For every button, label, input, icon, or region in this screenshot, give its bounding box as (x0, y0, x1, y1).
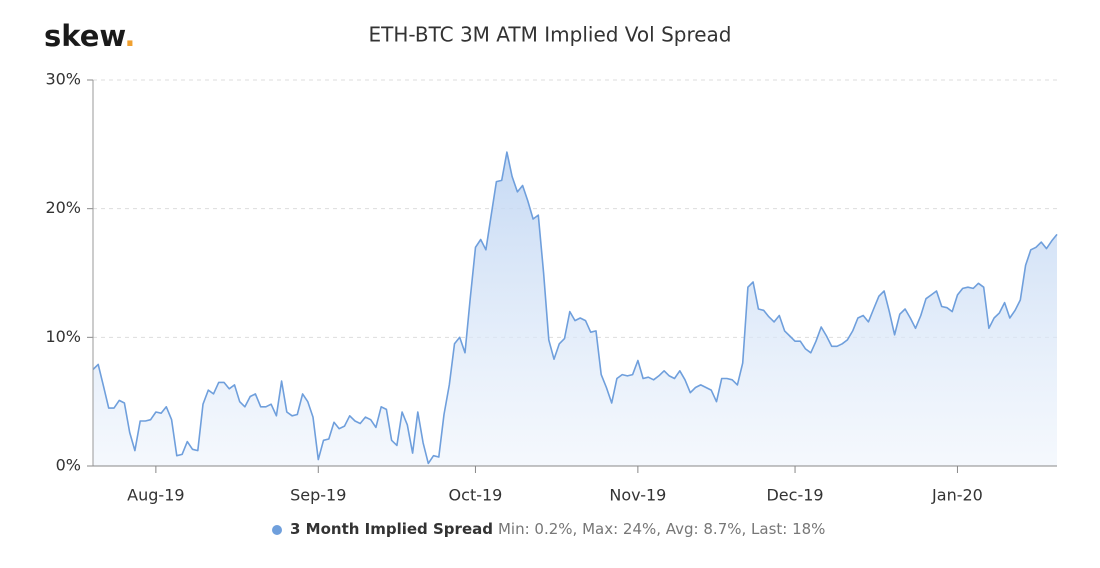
logo-dot: . (124, 19, 135, 53)
legend-label: 3 Month Implied Spread (290, 520, 493, 538)
legend-stats: Min: 0.2%, Max: 24%, Avg: 8.7%, Last: 18… (498, 520, 825, 538)
x-tick-label: Sep-19 (290, 486, 346, 505)
chart-title: ETH-BTC 3M ATM Implied Vol Spread (368, 23, 731, 47)
x-tick-label: Dec-19 (766, 486, 823, 505)
line (92, 151, 1058, 465)
y-tick-label: 30% (45, 70, 81, 89)
area (93, 152, 1057, 466)
logo-text: skew (44, 19, 125, 53)
y-tick-label: 20% (45, 198, 81, 217)
legend: 3 Month Implied Spread Min: 0.2%, Max: 24… (290, 520, 825, 538)
legend-marker (272, 525, 282, 535)
y-tick-label: 10% (45, 327, 81, 346)
x-tick-label: Aug-19 (127, 486, 184, 505)
x-tick-label: Oct-19 (449, 486, 503, 505)
y-tick-label: 0% (56, 456, 81, 475)
plot-area: 0% 10% 20% 30% Aug-19 Sep-19 Oct-19 Nov-19 Dec-1… (45, 70, 1058, 505)
logo: skew. (44, 19, 135, 53)
x-tick-label: Jan-20 (931, 486, 983, 505)
x-tick-label: Nov-19 (609, 486, 666, 505)
